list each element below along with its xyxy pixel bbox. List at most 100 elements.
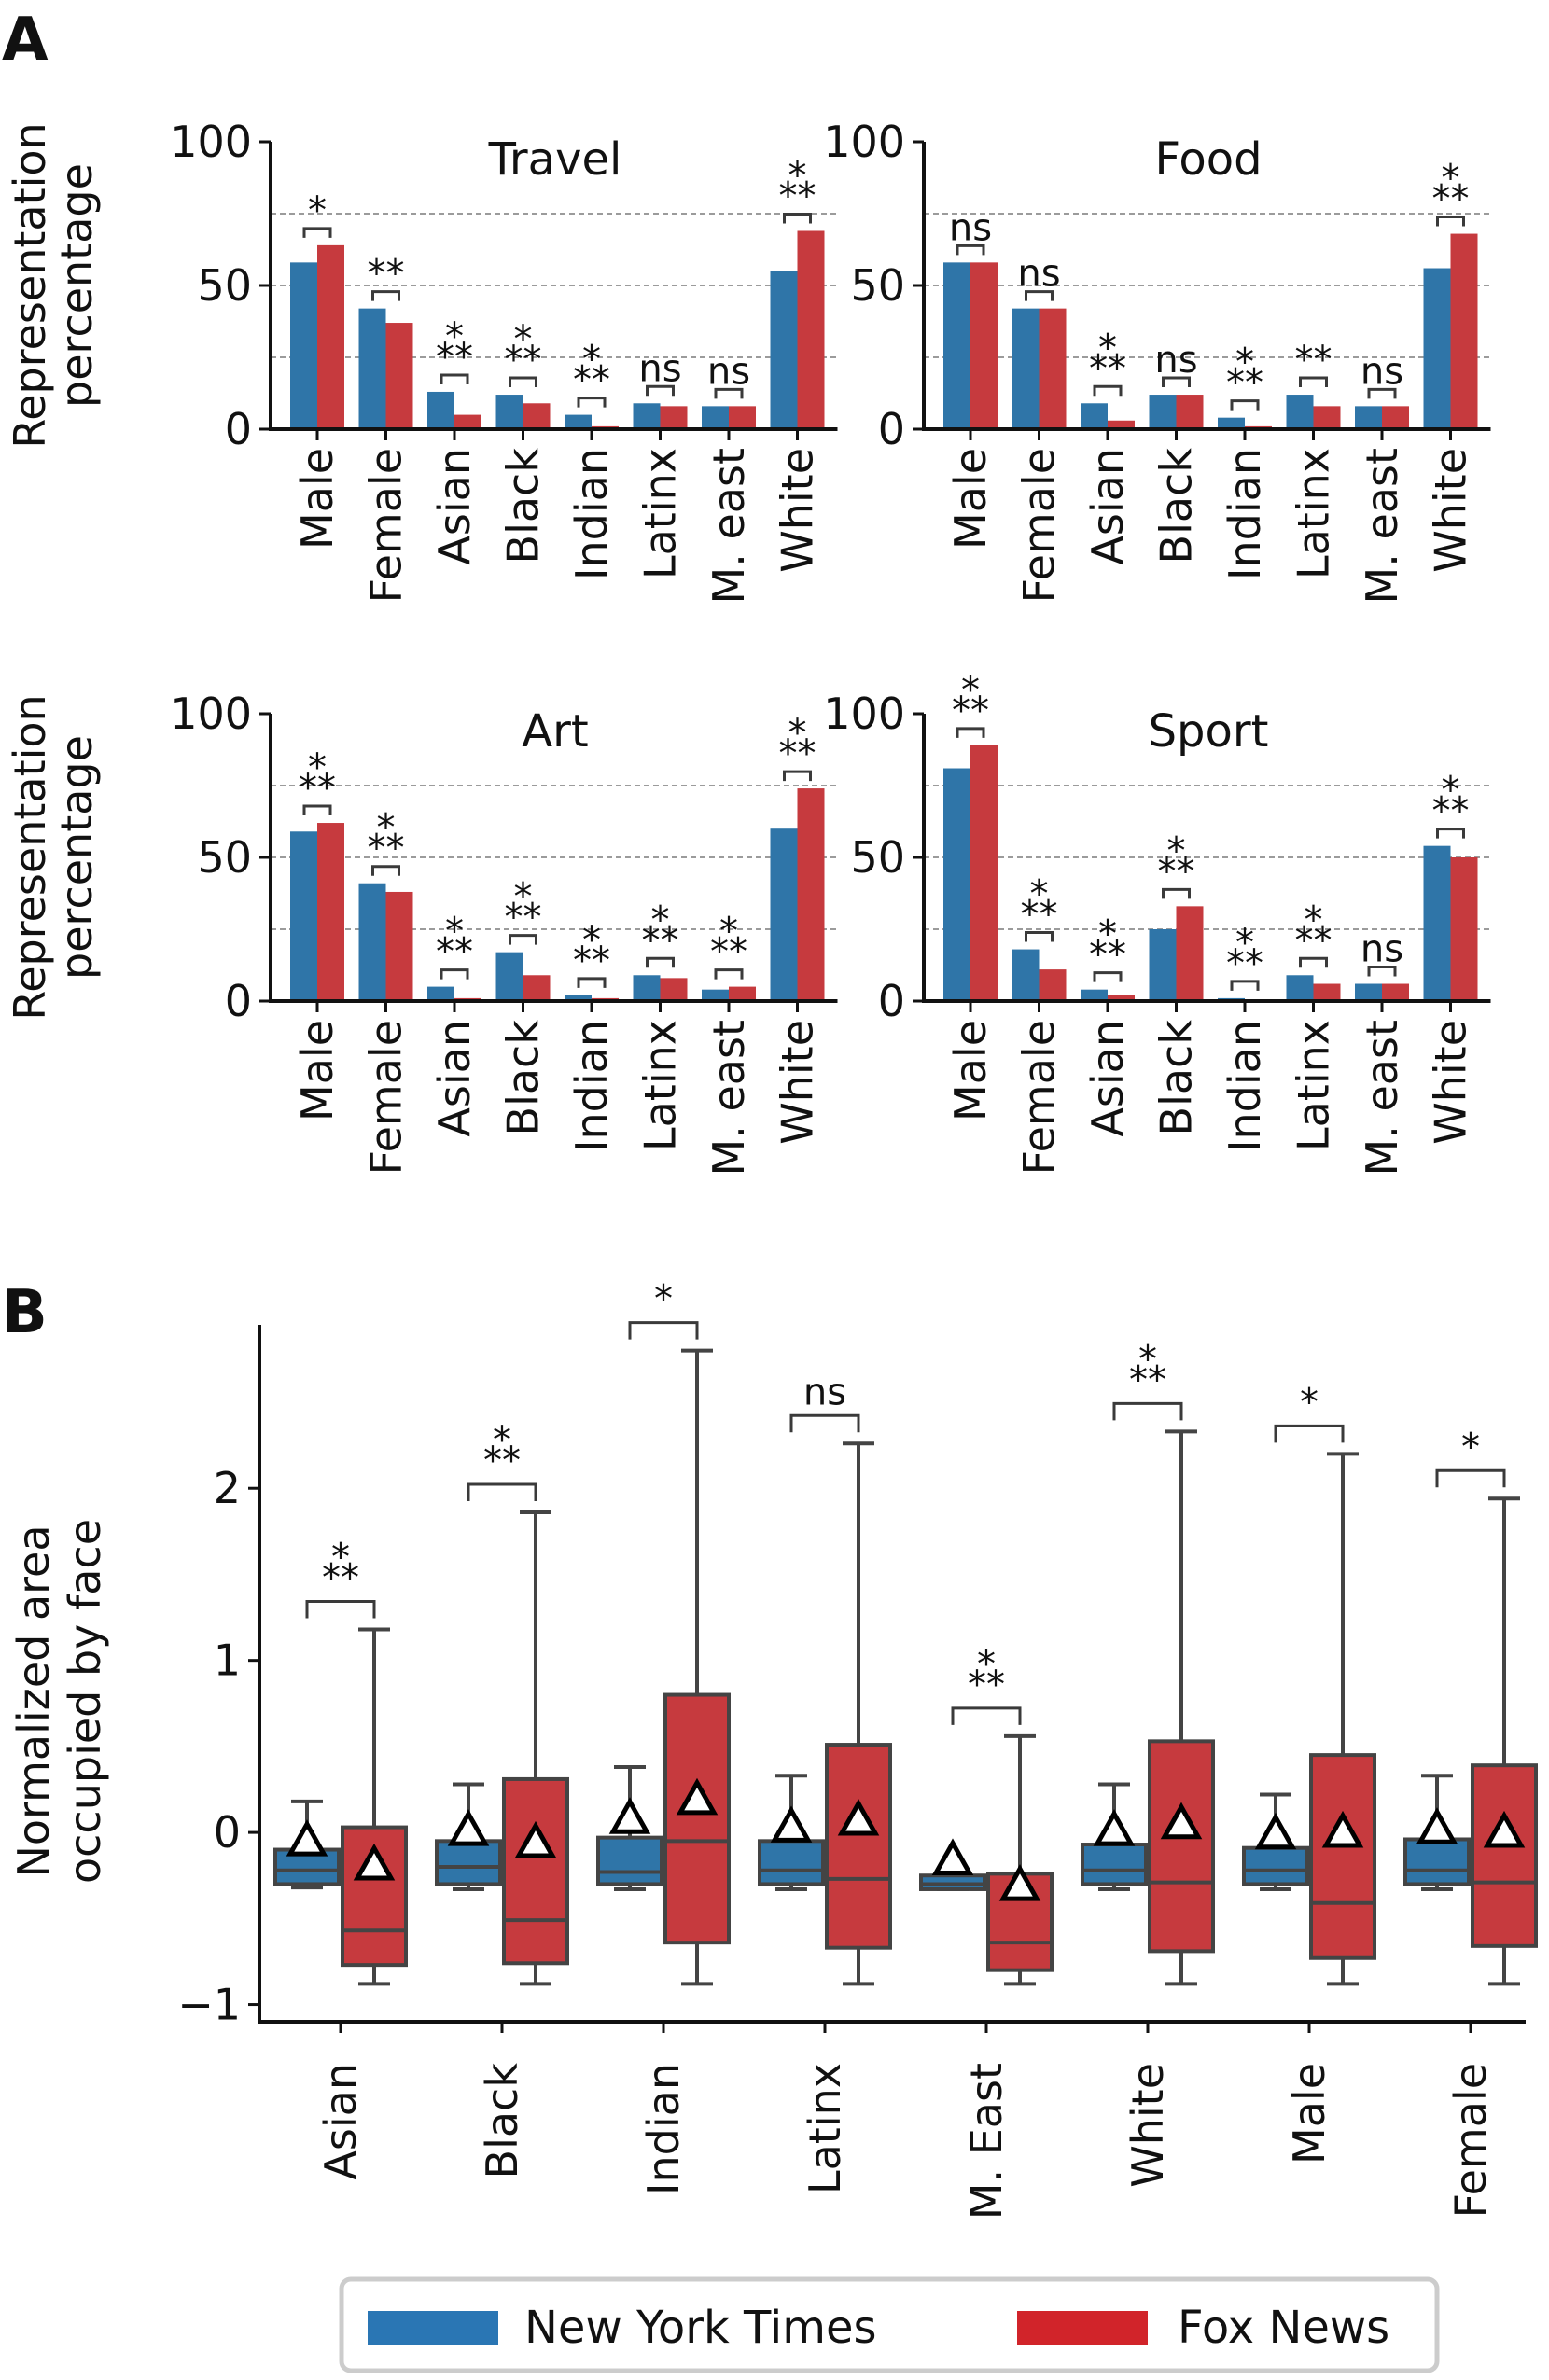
bar-nyt-black xyxy=(495,952,523,1001)
significance-bracket xyxy=(1162,376,1191,388)
svg-text:**: ** xyxy=(642,919,679,962)
chart-title: Travel xyxy=(488,133,622,186)
x-tick-label: Black xyxy=(1151,1020,1202,1136)
svg-text:*: * xyxy=(331,1536,350,1579)
svg-text:*: * xyxy=(445,315,464,358)
svg-text:*: * xyxy=(1030,873,1049,916)
svg-text:**: ** xyxy=(779,732,816,775)
significance-bracket xyxy=(467,1482,537,1502)
significance-bracket xyxy=(1112,1401,1183,1421)
significance-bracket xyxy=(509,376,537,388)
bar-chart-food: nsMalensFemale***AsiannsBlack***Indian**… xyxy=(823,117,1491,604)
bar-nyt-m-east xyxy=(702,989,729,1001)
chart-title: Sport xyxy=(1149,705,1269,758)
y-tick-label: 0 xyxy=(878,404,905,454)
y-axis-label: Normalized area xyxy=(8,1524,59,1877)
significance-label: ns xyxy=(638,347,681,390)
x-tick-label: Black xyxy=(477,2063,527,2179)
significance-label: *** xyxy=(573,339,610,402)
significance-bracket xyxy=(1162,887,1191,899)
svg-text:*: * xyxy=(308,746,327,789)
svg-text:*: * xyxy=(719,911,738,953)
box-fox-asian xyxy=(341,1627,408,1986)
bar-fox-female xyxy=(385,323,413,429)
svg-text:*: * xyxy=(977,1643,996,1686)
bar-fox-latinx xyxy=(1313,983,1341,1001)
bar-fox-white xyxy=(1450,233,1478,429)
x-tick-label: Female xyxy=(1014,448,1065,603)
bar-fox-male xyxy=(970,745,998,1001)
significance-bracket xyxy=(628,1321,699,1340)
y-tick-label: 100 xyxy=(823,689,905,739)
significance-label: ns xyxy=(949,206,992,249)
bar-fox-male xyxy=(970,262,998,429)
box-iqr xyxy=(663,1692,731,1945)
box-iqr xyxy=(1403,1837,1471,1886)
bar-nyt-asian xyxy=(1081,403,1108,429)
svg-text:*: * xyxy=(377,807,396,850)
svg-text:*: * xyxy=(445,911,464,953)
y-axis-label: Representation xyxy=(5,122,55,448)
y-tick-label: 0 xyxy=(225,404,252,454)
svg-text:**: ** xyxy=(368,828,405,870)
bar-fox-m-east xyxy=(1382,983,1409,1001)
significance-bracket xyxy=(789,1413,860,1433)
mean-marker xyxy=(1160,1802,1203,1840)
legend-swatch-nyt xyxy=(368,2311,498,2345)
bar-fox-latinx xyxy=(660,978,688,1001)
significance-label: ns xyxy=(803,1371,846,1413)
x-tick-label: M. east xyxy=(704,448,754,604)
box-nyt-female xyxy=(1403,1774,1471,1891)
mean-marker xyxy=(514,1820,557,1858)
svg-text:*: * xyxy=(493,1419,511,1462)
panel-label-b: B xyxy=(2,1278,48,1347)
bar-fox-male xyxy=(317,823,344,1001)
box-nyt-male xyxy=(1242,1792,1309,1891)
x-tick-label: Female xyxy=(361,1020,412,1175)
significance-label: *** xyxy=(483,1419,521,1482)
significance-bracket xyxy=(1025,290,1054,301)
chart-title: Food xyxy=(1154,133,1262,186)
significance-bracket xyxy=(1367,387,1397,399)
bar-nyt-indian xyxy=(565,995,592,1001)
legend-label-nyt: New York Times xyxy=(524,2302,877,2354)
y-tick-label: 0 xyxy=(878,976,905,1026)
mean-marker xyxy=(1483,1810,1526,1848)
mean-marker xyxy=(837,1798,880,1836)
box-fox-m-east xyxy=(986,1733,1054,1986)
x-tick-label: Indian xyxy=(638,2063,689,2195)
significance-label: ns xyxy=(1361,350,1403,393)
svg-text:*: * xyxy=(582,339,601,382)
bar-fox-black xyxy=(1176,906,1204,1001)
box-fox-female xyxy=(1471,1496,1538,1986)
significance-label: *** xyxy=(1432,158,1470,221)
bar-nyt-indian xyxy=(565,414,592,429)
svg-text:**: ** xyxy=(436,931,473,974)
legend: New York Times Fox News xyxy=(339,2276,1440,2373)
svg-text:**: ** xyxy=(1432,178,1470,221)
significance-bracket xyxy=(714,968,744,980)
y-axis-label: Representation xyxy=(5,694,55,1020)
y-tick-label: 50 xyxy=(850,832,905,883)
significance-label: * xyxy=(1461,1426,1480,1468)
significance-label: *** xyxy=(505,876,542,939)
x-tick-label: M. East xyxy=(961,2063,1012,2220)
bar-panels: *Male**Female***Asian***Black***Indianns… xyxy=(5,117,1491,1176)
significance-bracket xyxy=(646,384,675,397)
significance-label: ns xyxy=(1154,339,1197,382)
y-tick-label: 50 xyxy=(197,260,252,311)
bar-nyt-asian xyxy=(427,391,454,429)
significance-label: *** xyxy=(436,911,473,974)
bar-nyt-indian xyxy=(1218,417,1245,429)
x-tick-label: Black xyxy=(1151,448,1202,564)
significance-bracket xyxy=(509,934,537,945)
bar-fox-black xyxy=(1176,395,1204,429)
box-iqr xyxy=(1242,1845,1309,1886)
svg-text:*: * xyxy=(788,154,807,197)
significance-label: ns xyxy=(1017,253,1060,296)
box-fox-black xyxy=(502,1510,569,1986)
bar-fox-female xyxy=(1039,308,1067,429)
significance-label: *** xyxy=(299,746,336,810)
svg-text:*: * xyxy=(514,318,533,361)
